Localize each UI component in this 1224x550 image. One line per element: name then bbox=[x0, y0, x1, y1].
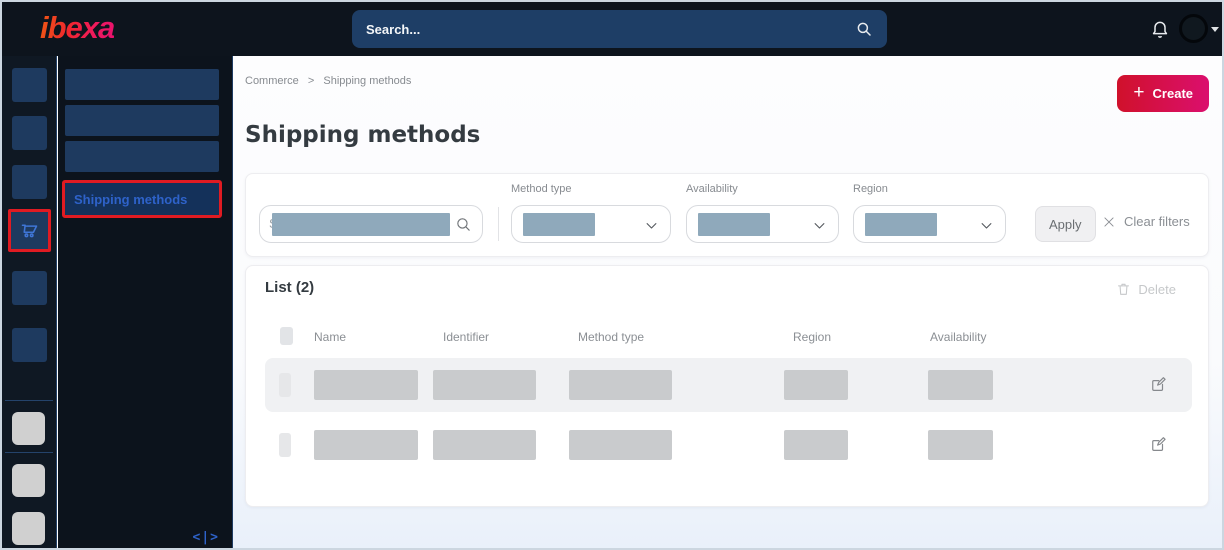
create-button-label: Create bbox=[1152, 86, 1193, 101]
global-search-placeholder: Search... bbox=[366, 21, 421, 37]
sidebar-icon-placeholder-3[interactable] bbox=[12, 165, 47, 199]
chevron-down-icon bbox=[812, 218, 827, 233]
redacted-select-value bbox=[523, 213, 595, 236]
x-icon bbox=[1102, 215, 1116, 229]
filter-divider bbox=[498, 207, 499, 241]
notifications-bell-icon[interactable] bbox=[1150, 18, 1170, 40]
redacted-cell-identifier bbox=[433, 370, 536, 400]
menu-item-placeholder-1[interactable] bbox=[65, 69, 219, 100]
column-header-availability: Availability bbox=[930, 330, 987, 344]
availability-select[interactable] bbox=[686, 205, 839, 243]
sidebar-bottom-icon-placeholder-1[interactable] bbox=[12, 412, 45, 445]
redacted-select-value bbox=[698, 213, 770, 236]
main-content: Commerce > Shipping methods + Create Shi… bbox=[233, 56, 1222, 548]
sidebar-divider bbox=[5, 452, 53, 453]
global-search-input[interactable]: Search... bbox=[352, 10, 887, 48]
topbar: ibexa Search... bbox=[2, 2, 1222, 56]
breadcrumb-commerce[interactable]: Commerce bbox=[245, 75, 299, 87]
redacted-cell-method-type bbox=[569, 430, 672, 460]
menu-item-label: Shipping methods bbox=[74, 191, 188, 207]
sidebar-collapse-icon[interactable]: <|> bbox=[192, 530, 219, 545]
method-type-select[interactable] bbox=[511, 205, 671, 243]
method-type-label: Method type bbox=[511, 183, 572, 195]
list-panel: List (2) Delete Name Identifier Method t… bbox=[245, 265, 1209, 507]
breadcrumb: Commerce > Shipping methods bbox=[245, 75, 411, 87]
sidebar-icon-placeholder-4[interactable] bbox=[12, 271, 47, 305]
column-header-identifier: Identifier bbox=[443, 330, 490, 344]
list-title: List (2) bbox=[265, 279, 315, 296]
sidebar-item-commerce-active[interactable] bbox=[8, 209, 51, 252]
redacted-cell-name bbox=[314, 430, 418, 460]
chevron-down-icon bbox=[644, 218, 659, 233]
sidebar-icon-placeholder-2[interactable] bbox=[12, 116, 47, 150]
menu-item-placeholder-2[interactable] bbox=[65, 105, 219, 136]
apply-button[interactable]: Apply bbox=[1035, 206, 1096, 242]
redacted-cell-identifier bbox=[433, 430, 536, 460]
clear-filters-button[interactable]: Clear filters bbox=[1102, 214, 1190, 229]
breadcrumb-current: Shipping methods bbox=[323, 75, 412, 87]
menu-item-shipping-methods-active[interactable]: Shipping methods bbox=[62, 180, 222, 218]
column-header-name: Name bbox=[314, 330, 347, 344]
filters-panel: S Method type Availability bbox=[245, 173, 1209, 257]
redacted-select-value bbox=[865, 213, 937, 236]
redacted-cell-name bbox=[314, 370, 418, 400]
primary-sidebar bbox=[2, 56, 57, 548]
column-header-region: Region bbox=[793, 330, 832, 344]
search-icon bbox=[855, 20, 873, 38]
table-row bbox=[265, 418, 1192, 472]
sidebar-bottom-icon-placeholder-2[interactable] bbox=[12, 464, 45, 497]
redacted-cell-region bbox=[784, 430, 848, 460]
delete-button-label: Delete bbox=[1138, 281, 1176, 297]
row-checkbox[interactable] bbox=[279, 373, 291, 397]
availability-label: Availability bbox=[686, 183, 738, 195]
sidebar-icon-placeholder-1[interactable] bbox=[12, 68, 47, 102]
create-button[interactable]: + Create bbox=[1117, 75, 1209, 112]
table-row bbox=[265, 358, 1192, 412]
plus-icon: + bbox=[1133, 82, 1145, 103]
page-title: Shipping methods bbox=[245, 122, 481, 148]
row-checkbox[interactable] bbox=[279, 433, 291, 457]
edit-icon[interactable] bbox=[1149, 435, 1167, 453]
clear-filters-label: Clear filters bbox=[1124, 214, 1190, 229]
ibexa-logo[interactable]: ibexa bbox=[40, 10, 115, 45]
delete-button[interactable]: Delete bbox=[1116, 281, 1176, 297]
sidebar-divider bbox=[5, 400, 53, 401]
column-header-method-type: Method type bbox=[578, 330, 645, 344]
redacted-cell-availability bbox=[928, 370, 993, 400]
select-all-checkbox[interactable] bbox=[280, 327, 293, 345]
edit-icon[interactable] bbox=[1149, 375, 1167, 393]
region-select[interactable] bbox=[853, 205, 1006, 243]
user-menu-chevron-down-icon[interactable] bbox=[1211, 27, 1219, 32]
user-avatar[interactable] bbox=[1179, 14, 1208, 43]
redacted-cell-availability bbox=[928, 430, 993, 460]
shopping-cart-icon bbox=[19, 220, 40, 241]
breadcrumb-separator: > bbox=[307, 75, 315, 87]
search-icon bbox=[455, 216, 472, 233]
trash-icon bbox=[1116, 281, 1131, 297]
redacted-search-text bbox=[272, 213, 450, 236]
filter-search-input[interactable]: S bbox=[259, 205, 483, 243]
redacted-cell-method-type bbox=[569, 370, 672, 400]
region-label: Region bbox=[853, 183, 888, 195]
menu-item-placeholder-3[interactable] bbox=[65, 141, 219, 172]
chevron-down-icon bbox=[979, 218, 994, 233]
sidebar-bottom-icon-placeholder-3[interactable] bbox=[12, 512, 45, 545]
redacted-cell-region bbox=[784, 370, 848, 400]
sidebar-icon-placeholder-5[interactable] bbox=[12, 328, 47, 362]
secondary-sidebar: Shipping methods <|> bbox=[58, 56, 233, 548]
